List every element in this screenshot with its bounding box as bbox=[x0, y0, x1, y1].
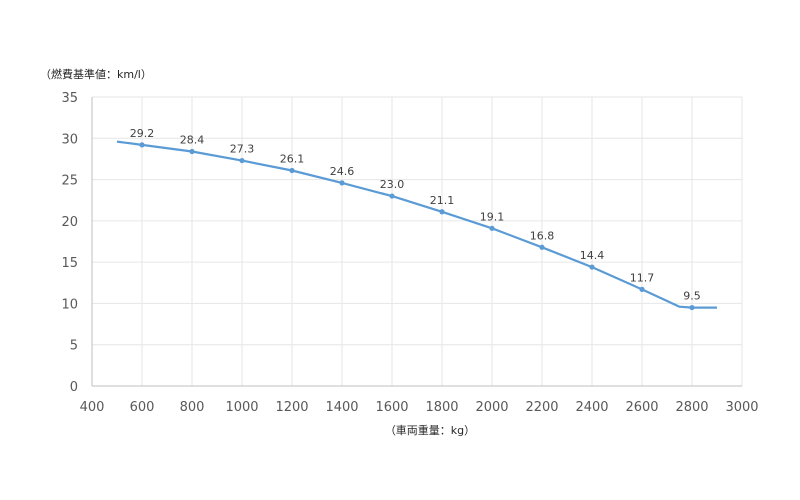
data-point bbox=[589, 264, 595, 270]
axes bbox=[91, 97, 742, 387]
data-labels: 29.2 28.4 27.3 26.1 24.6 23.0 21.1 19.1 16.8 14.4… bbox=[130, 127, 701, 303]
data-label: 27.3 bbox=[230, 143, 255, 156]
y-tick-label: 25 bbox=[61, 174, 78, 189]
gridlines bbox=[92, 96, 743, 386]
y-tick-label: 15 bbox=[61, 256, 78, 271]
x-tick-label: 1600 bbox=[375, 400, 408, 415]
x-axis-title: （車両重量：kg） bbox=[385, 423, 475, 437]
y-tick-label: 10 bbox=[61, 297, 78, 312]
data-label: 11.7 bbox=[630, 271, 655, 284]
data-point bbox=[639, 286, 645, 292]
data-point bbox=[539, 244, 545, 250]
tick-labels: 0 5 10 15 20 25 30 35 400 600 800 1000 1200 1400 1600 1… bbox=[61, 91, 758, 415]
data-label: 21.1 bbox=[430, 194, 455, 207]
data-label: 23.0 bbox=[380, 178, 405, 191]
x-tick-label: 800 bbox=[180, 400, 205, 415]
data-label: 28.4 bbox=[180, 133, 205, 146]
data-point bbox=[139, 142, 145, 148]
data-label: 24.6 bbox=[330, 165, 355, 178]
y-tick-label: 5 bbox=[70, 339, 78, 354]
data-label: 9.5 bbox=[683, 290, 701, 303]
data-label: 14.4 bbox=[580, 249, 605, 262]
x-tick-label: 2600 bbox=[625, 400, 658, 415]
x-tick-label: 2800 bbox=[675, 400, 708, 415]
data-point bbox=[339, 180, 345, 186]
data-point bbox=[439, 209, 445, 215]
data-point bbox=[289, 167, 295, 174]
y-tick-label: 30 bbox=[61, 132, 78, 147]
y-axis-title: （燃費基準値：km/l） bbox=[40, 67, 152, 81]
x-tick-label: 600 bbox=[130, 400, 155, 415]
x-tick-label: 1200 bbox=[275, 400, 308, 415]
x-tick-label: 2400 bbox=[575, 400, 608, 415]
data-point bbox=[239, 157, 245, 164]
data-point bbox=[189, 148, 195, 155]
x-tick-label: 400 bbox=[80, 400, 105, 415]
x-tick-label: 1800 bbox=[425, 400, 458, 415]
data-point bbox=[489, 225, 495, 231]
data-point bbox=[389, 193, 395, 199]
data-label: 19.1 bbox=[480, 210, 505, 223]
x-tick-label: 1000 bbox=[225, 400, 258, 415]
series bbox=[116, 140, 717, 311]
x-tick-label: 2200 bbox=[525, 400, 558, 415]
x-tick-label: 3000 bbox=[725, 400, 758, 415]
data-label: 26.1 bbox=[280, 152, 305, 165]
y-tick-label: 0 bbox=[70, 380, 78, 395]
y-tick-label: 35 bbox=[61, 91, 78, 106]
data-label: 29.2 bbox=[130, 127, 155, 140]
data-point bbox=[689, 304, 695, 311]
data-label: 16.8 bbox=[530, 229, 555, 242]
x-tick-label: 1400 bbox=[325, 400, 358, 415]
y-tick-label: 20 bbox=[61, 215, 78, 230]
x-tick-label: 2000 bbox=[475, 400, 508, 415]
series-line bbox=[116, 140, 717, 309]
